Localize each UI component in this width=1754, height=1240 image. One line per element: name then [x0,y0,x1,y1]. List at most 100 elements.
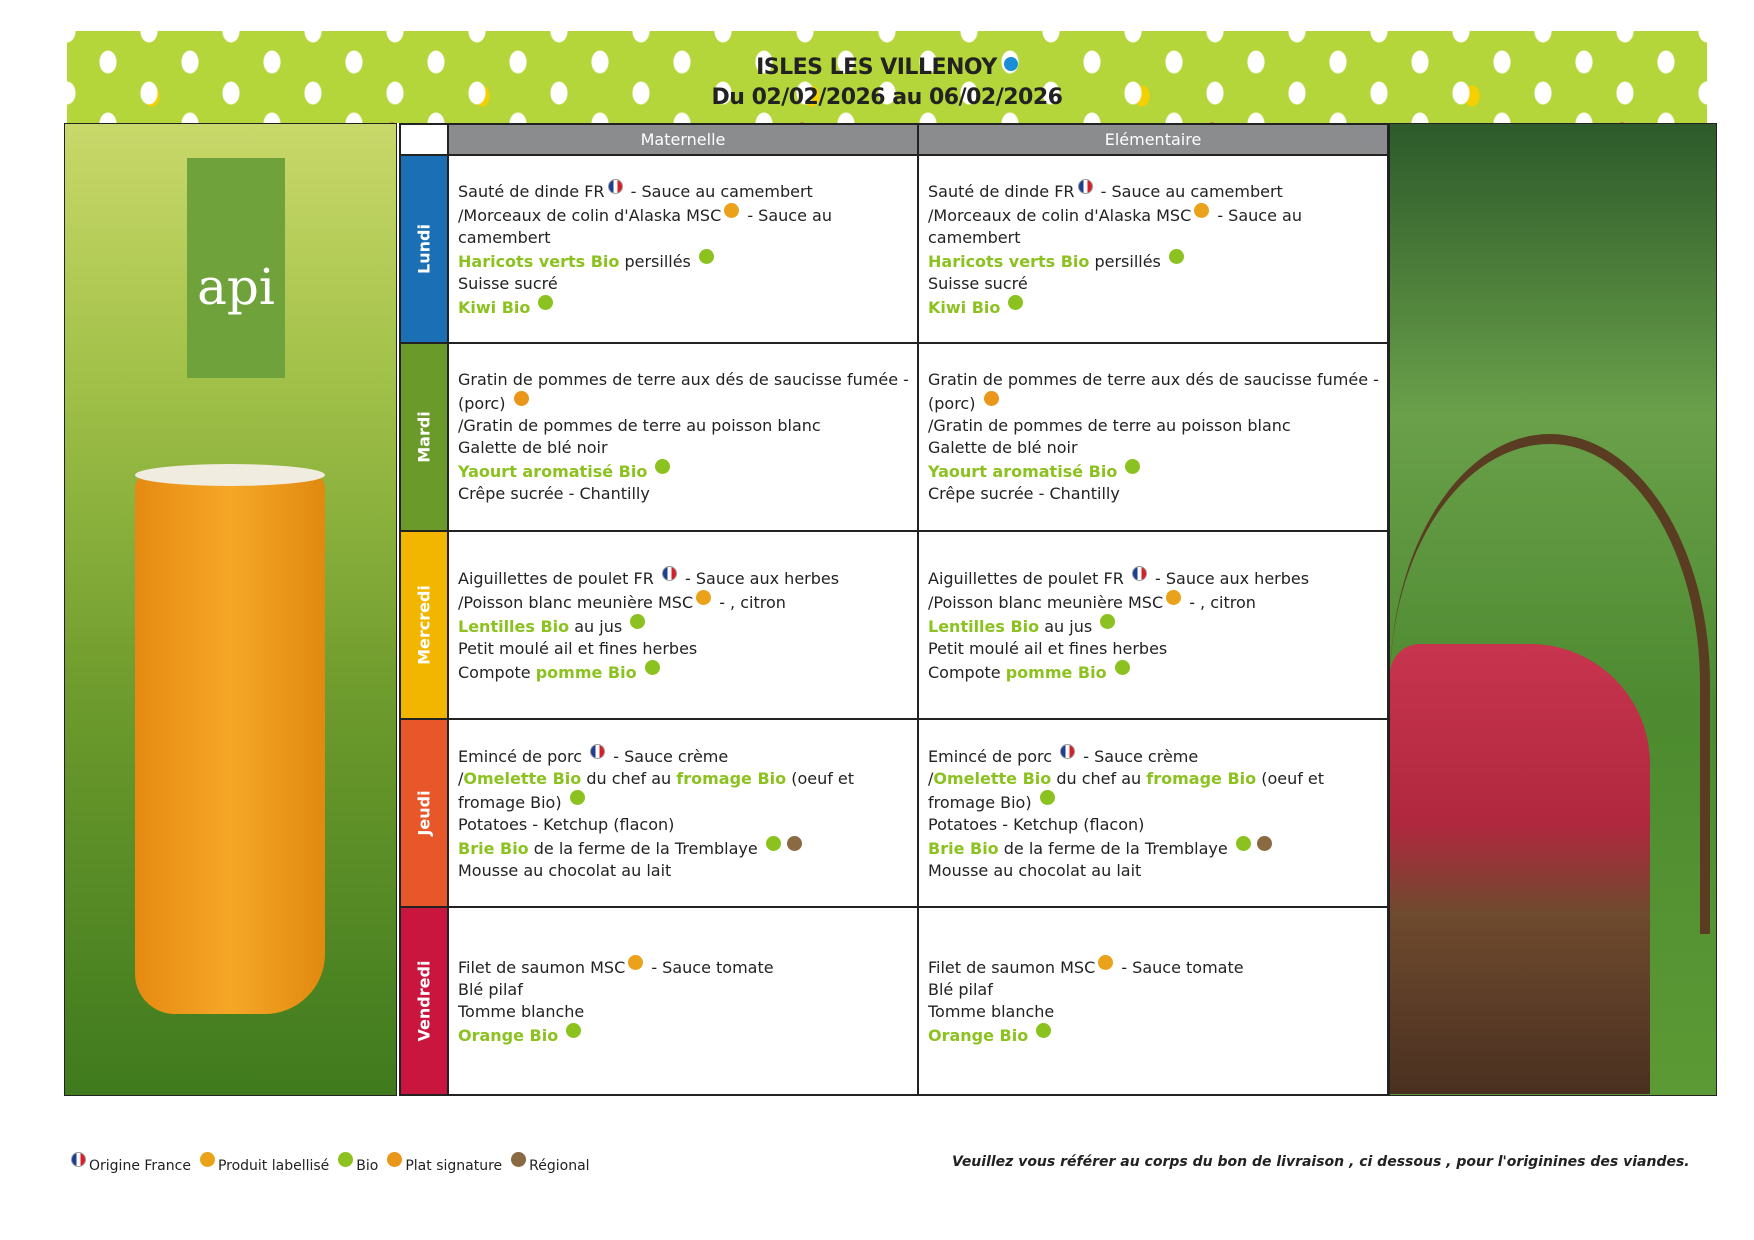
menu-line: Aiguillettes de poulet FR - Sauce aux he… [458,566,911,590]
item-text: de la ferme de la Tremblaye [998,839,1233,858]
bio-icon [1036,1023,1052,1038]
bio-item-text: Yaourt aromatisé Bio [928,462,1118,481]
menu-line: Filet de saumon MSC - Sauce tomate [928,955,1381,979]
menu-line: /Gratin de pommes de terre au poisson bl… [458,415,911,437]
item-text: Potatoes - Ketchup (flacon) [928,815,1145,834]
bio-icon [1235,836,1251,851]
item-text: /Gratin de pommes de terre au poisson bl… [458,416,821,435]
day-label-vendredi: Vendredi [399,906,449,1096]
bio-icon [765,836,781,851]
item-text [1117,462,1122,481]
item-text [1000,298,1005,317]
item-text: Gratin de pommes de terre aux dés de sau… [458,370,909,413]
bio-item-text: Brie Bio [458,839,529,858]
item-text: Aiguillettes de poulet FR [458,569,659,588]
item-text: - Sauce tomate [646,958,774,977]
menu-line: Blé pilaf [458,979,911,1001]
item-text: - Sauce au camembert [1095,182,1283,201]
item-text: Compote [928,663,1006,682]
france-flag-icon [661,566,677,581]
menu-line: /Omelette Bio du chef au fromage Bio (oe… [928,768,1381,814]
item-text: Filet de saumon MSC [928,958,1096,977]
menu-line: Suisse sucré [458,273,911,295]
item-text: Blé pilaf [458,980,523,999]
menu-line: Petit moulé ail et fines herbes [458,638,911,660]
france-flag-icon [1060,744,1076,759]
regional-icon [511,1152,527,1167]
day-name: Lundi [414,224,434,274]
legend: Origine France Produit labellisé Bio Plat s… [68,1152,596,1174]
menu-line: /Omelette Bio du chef au fromage Bio (oe… [458,768,911,814]
item-text: Petit moulé ail et fines herbes [928,639,1168,658]
item-text: Galette de blé noir [458,438,608,457]
item-text: Tomme blanche [458,1002,585,1021]
bio-icon [538,295,554,310]
menu-cell-elementaire: Filet de saumon MSC - Sauce tomate Blé pi… [917,906,1389,1096]
item-text: Aiguillettes de poulet FR [928,569,1129,588]
item-text: - Sauce tomate [1116,958,1244,977]
item-text: Gratin de pommes de terre aux dés de sau… [928,370,1379,413]
label-icon [1098,955,1114,970]
bio-icon [630,614,646,629]
menu-line: Galette de blé noir [928,437,1381,459]
bio-item-text: Lentilles Bio [458,617,570,636]
item-text: - Sauce au camembert [928,206,1302,247]
column-header-maternelle: Maternelle [447,123,919,156]
item-text: - , citron [714,593,786,612]
menu-line: Compote pomme Bio [458,660,911,684]
item-text: Compote [458,663,536,682]
day-row: Mardi Gratin de pommes de terre aux dés d… [399,342,1389,532]
menu-cell-maternelle: Aiguillettes de poulet FR - Sauce aux he… [447,530,919,720]
item-text: Mousse au chocolat au lait [928,861,1142,880]
bio-icon [338,1152,354,1167]
menu-line: /Poisson blanc meunière MSC - , citron [458,590,911,614]
menu-cell-elementaire: Gratin de pommes de terre aux dés de sau… [917,342,1389,532]
menu-line: Emincé de porc - Sauce crème [458,744,911,768]
bio-item-text: fromage Bio [676,769,787,788]
bio-icon [569,790,585,805]
menu-line: Suisse sucré [928,273,1381,295]
item-text: /Poisson blanc meunière MSC [458,593,694,612]
apple-basket-photo [1389,123,1717,1096]
menu-line: Brie Bio de la ferme de la Tremblaye [458,836,911,860]
bio-item-text: fromage Bio [1146,769,1257,788]
menu-line: Haricots verts Bio persillés [928,249,1381,273]
menu-line: Tomme blanche [928,1001,1381,1023]
item-text: Blé pilaf [928,980,993,999]
boot-image [135,474,325,1014]
bio-item-text: Brie Bio [928,839,999,858]
day-label-jeudi: Jeudi [399,718,449,908]
bio-item-text: Haricots verts Bio [458,252,620,271]
item-text: - Sauce aux herbes [1149,569,1310,588]
item-text: - Sauce aux herbes [679,569,840,588]
item-text: / [928,769,934,788]
menu-line: Yaourt aromatisé Bio [458,459,911,483]
item-text: Sauté de dinde FR [458,182,605,201]
item-text: /Morceaux de colin d'Alaska MSC [928,206,1192,225]
item-text: du chef au [581,769,677,788]
menu-line: Mousse au chocolat au lait [458,860,911,882]
menu-line: Orange Bio [458,1023,911,1047]
item-text: Emincé de porc [458,747,588,766]
bio-icon [1125,459,1141,474]
menu-line: Sauté de dinde FR - Sauce au camembert [458,179,911,203]
menu-cell-elementaire: Aiguillettes de poulet FR - Sauce aux he… [917,530,1389,720]
menu-line: Emincé de porc - Sauce crème [928,744,1381,768]
label-icon [1194,203,1210,218]
menu-line: Haricots verts Bio persillés [458,249,911,273]
legend-label: Plat signature [405,1158,503,1174]
day-name: Vendredi [414,960,434,1042]
item-text: (oeuf et fromage Bio) [458,769,855,812]
menu-cell-elementaire: Sauté de dinde FR - Sauce au camembert/M… [917,154,1389,344]
basket-handle [1390,434,1710,934]
bio-item-text: pomme Bio [535,663,637,682]
corner-cell [399,123,449,156]
france-flag-icon [607,179,623,194]
item-text: /Gratin de pommes de terre au poisson bl… [928,416,1291,435]
day-row: Lundi Sauté de dinde FR - Sauce au camemb… [399,154,1389,344]
item-text: Tomme blanche [928,1002,1055,1021]
bio-item-text: Lentilles Bio [928,617,1040,636]
bio-icon [1114,660,1130,675]
item-text: Mousse au chocolat au lait [458,861,672,880]
apples-image [1390,644,1650,1094]
